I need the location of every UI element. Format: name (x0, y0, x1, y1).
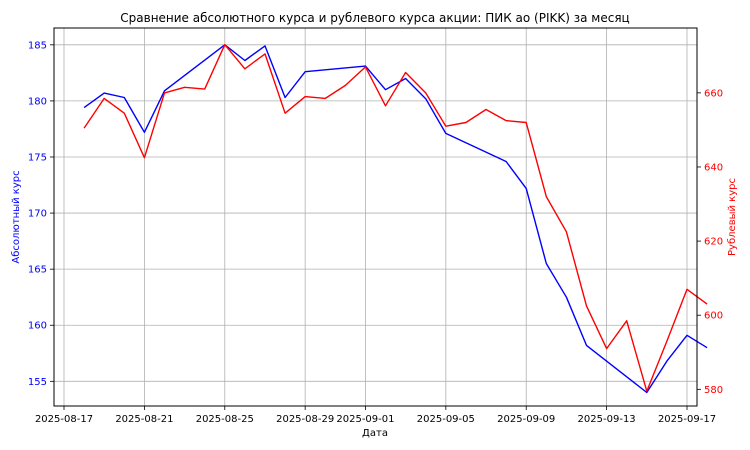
x-tick-label: 2025-09-09 (497, 414, 555, 425)
y-left-axis-title: Абсолютный курс (11, 170, 22, 263)
x-tick-label: 2025-08-25 (196, 414, 254, 425)
y-right-axis: 580 600 620 640 660 (697, 88, 723, 396)
x-tick-label: 2025-08-17 (35, 414, 93, 425)
y-right-tick-label: 620 (704, 237, 723, 248)
ruble-price-line (83, 44, 708, 392)
x-tick-label: 2025-09-17 (658, 414, 716, 425)
chart-title: Сравнение абсолютного курса и рублевого … (120, 11, 629, 25)
y-left-tick-label: 180 (28, 96, 47, 107)
x-tick-label: 2025-09-01 (336, 414, 394, 425)
plot-frame (53, 27, 698, 407)
grid (54, 28, 697, 406)
y-right-tick-label: 580 (704, 385, 723, 396)
x-tick-label: 2025-09-13 (578, 414, 636, 425)
series-layer (83, 44, 708, 394)
y-left-tick-label: 185 (28, 40, 47, 51)
y-right-axis-title: Рублевый курс (727, 178, 738, 256)
x-tick-label: 2025-08-21 (115, 414, 173, 425)
x-axis-title: Дата (362, 428, 388, 439)
y-left-tick-label: 160 (28, 321, 47, 332)
y-left-tick-label: 155 (28, 377, 47, 388)
absolute-price-line (83, 44, 708, 394)
y-left-tick-label: 165 (28, 265, 47, 276)
y-right-tick-label: 640 (704, 162, 723, 173)
y-left-tick-label: 175 (28, 152, 47, 163)
x-tick-label: 2025-09-05 (417, 414, 475, 425)
x-axis: 2025-08-17 2025-08-21 2025-08-25 2025-08-29… (35, 406, 716, 425)
x-tick-label: 2025-08-29 (276, 414, 334, 425)
y-right-tick-label: 660 (704, 88, 723, 99)
y-right-tick-label: 600 (704, 311, 723, 322)
y-left-axis: 155 160 165 170 175 180 185 (28, 40, 54, 388)
y-left-tick-label: 170 (28, 209, 47, 220)
